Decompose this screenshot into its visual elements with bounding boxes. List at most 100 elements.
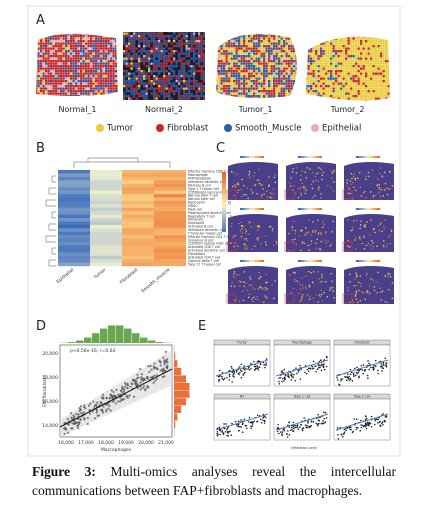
map-spot <box>314 175 316 178</box>
spot <box>130 57 133 60</box>
spot <box>293 65 296 68</box>
spot <box>200 42 203 45</box>
map-spot <box>355 290 357 292</box>
mini-colorbar <box>319 156 322 158</box>
spot <box>320 67 323 70</box>
spot <box>117 90 118 93</box>
spot <box>133 32 136 33</box>
map-spot <box>257 288 259 290</box>
spot <box>372 92 375 95</box>
scatter-point <box>136 383 140 386</box>
mini-colorbar <box>261 156 264 158</box>
spot <box>245 82 248 85</box>
spot <box>352 95 355 98</box>
map-spot <box>369 292 372 294</box>
spot <box>293 77 296 80</box>
spot <box>357 42 360 45</box>
spot <box>380 50 383 53</box>
spot <box>280 52 283 55</box>
spot <box>72 35 75 38</box>
spot <box>367 37 370 40</box>
spot <box>36 82 38 85</box>
spot <box>155 32 158 35</box>
spot <box>160 65 163 68</box>
spot <box>342 90 345 93</box>
spot <box>330 40 333 43</box>
spot <box>145 55 148 58</box>
heatmap-cell <box>90 224 122 229</box>
spot <box>375 45 378 48</box>
spot <box>195 42 198 45</box>
spot <box>240 55 243 58</box>
spot <box>45 47 48 50</box>
spot <box>145 65 148 68</box>
map-spot <box>384 301 386 303</box>
spot <box>153 55 156 58</box>
spot <box>100 52 103 55</box>
scatter-point <box>306 368 309 371</box>
spot <box>350 87 353 90</box>
map-spot <box>346 179 348 181</box>
spot <box>385 77 388 80</box>
map-spot <box>320 231 322 234</box>
spot <box>80 85 83 88</box>
spot <box>238 75 241 78</box>
spot <box>365 97 368 100</box>
spot <box>163 55 166 58</box>
spot <box>335 60 338 63</box>
spot <box>123 85 126 88</box>
spot <box>70 42 73 45</box>
scatter-point <box>152 381 155 384</box>
spot <box>153 80 156 83</box>
spot <box>203 57 205 60</box>
spot <box>133 82 136 85</box>
spot <box>87 80 90 83</box>
spot <box>322 60 325 63</box>
spot <box>80 72 83 75</box>
spot <box>198 62 201 65</box>
spot <box>143 45 146 48</box>
spot <box>92 50 95 53</box>
spot <box>342 67 345 70</box>
spot <box>100 62 103 65</box>
spot <box>185 85 188 88</box>
spot <box>143 35 146 38</box>
spot <box>47 77 50 80</box>
map-spot <box>273 176 275 179</box>
spot <box>278 57 281 60</box>
map-spot <box>302 287 304 289</box>
spot <box>133 95 136 98</box>
spot <box>325 55 328 58</box>
heatmap-cell <box>122 183 154 188</box>
spot <box>258 62 261 65</box>
spot <box>102 62 105 65</box>
spot <box>163 57 166 60</box>
spot <box>153 90 156 93</box>
spot <box>135 85 138 88</box>
spot <box>70 47 73 50</box>
scatter-point <box>146 376 149 379</box>
spot <box>115 50 118 53</box>
spot <box>75 40 78 43</box>
spot <box>160 50 163 53</box>
colorbar <box>222 178 226 182</box>
spot <box>255 92 258 95</box>
scatter-point <box>112 390 115 394</box>
spot <box>97 60 100 63</box>
spot <box>225 47 228 50</box>
spot <box>355 52 358 55</box>
spot <box>97 62 100 65</box>
spot <box>268 50 271 53</box>
scatter-point <box>114 402 117 405</box>
spot <box>375 95 378 98</box>
x-tick-label: 16,000 <box>58 440 74 446</box>
scatter-point <box>148 370 151 374</box>
spot <box>340 52 343 55</box>
spot <box>138 80 141 83</box>
spot <box>90 87 93 90</box>
scatter-point <box>73 422 76 425</box>
spot <box>123 70 126 73</box>
tissue-image <box>36 33 118 96</box>
spot <box>265 92 268 95</box>
spot <box>220 92 223 95</box>
